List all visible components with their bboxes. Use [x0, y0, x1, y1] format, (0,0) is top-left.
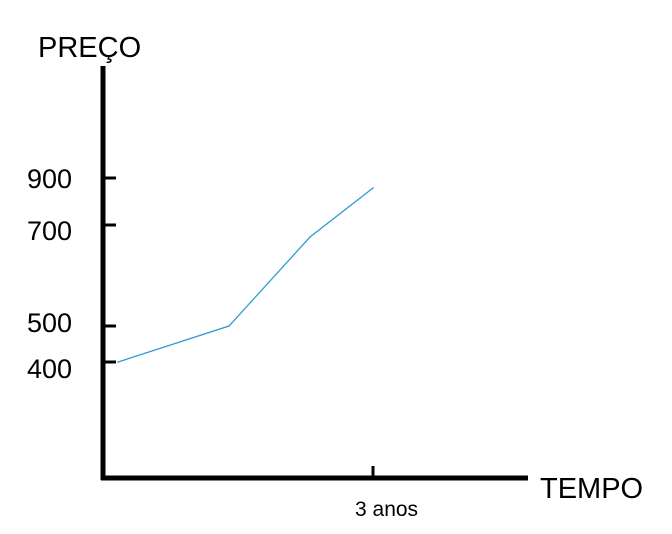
y-tick-label-400: 400	[27, 354, 72, 384]
series-point-3	[372, 187, 374, 189]
y-tick-label-700: 700	[27, 216, 72, 246]
y-ticks: 900 700 500 400	[27, 164, 116, 384]
y-tick-label-900: 900	[27, 164, 72, 194]
x-axis-title: TEMPO	[540, 473, 643, 505]
y-tick-label-500: 500	[27, 308, 72, 338]
y-axis-title: PREÇO	[38, 32, 141, 64]
series-point-1	[228, 325, 230, 327]
series-group	[117, 187, 374, 363]
x-ticks: 3 anos	[355, 466, 418, 521]
series-point-2	[309, 236, 311, 238]
x-tick-label: 3 anos	[355, 498, 418, 521]
series-point-0	[117, 361, 119, 363]
series-line	[117, 187, 374, 363]
